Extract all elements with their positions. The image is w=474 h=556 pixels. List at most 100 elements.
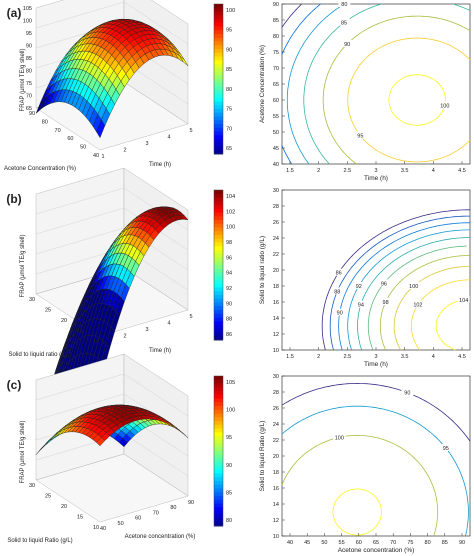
colorbar-swatch [214,41,223,46]
colorbar-swatch [214,250,223,255]
contour-level-label: 86 [336,271,342,277]
colorbar-swatch [214,30,223,35]
contour-label-bg [377,279,390,287]
colorbar-swatch [214,432,223,437]
z-axis-label: FRAP (μmol TE/g shell) [20,235,26,298]
colorbar-swatch [214,71,223,76]
colorbar-swatch [214,514,223,519]
colorbar-swatch [214,82,223,87]
y-axis-label: Time (h) [149,162,171,168]
contour-label-bg [354,131,367,139]
colorbar-tick-label: 85 [226,67,232,73]
contour-line [281,3,321,165]
contour-y-tick-label: 22 [273,438,279,444]
colorbar-swatch [214,208,223,213]
contour-line [332,488,382,536]
contour-label-bg [333,308,346,316]
colorbar-swatch [214,112,223,117]
colorbar-swatch [214,310,223,315]
grid-line [35,227,189,271]
colorbar-tick-label: 98 [226,240,232,246]
colorbar-tick-label: 94 [226,271,232,277]
colorbar-swatch [214,421,223,426]
contour-x-tick-label: 2.5 [344,168,352,174]
colorbar-tick-label: 90 [226,301,232,307]
colorbar-swatch [214,394,223,399]
colorbar-frame [213,189,224,341]
contour-x-tick-label: 1.5 [286,168,294,174]
contour-y-tick-label: 20 [273,268,279,274]
colorbar-swatch [214,413,223,418]
y-tick-label: 5 [189,128,192,134]
colorbar-swatch [214,101,223,106]
colorbar-swatch [214,75,223,80]
contour-line [329,215,470,351]
colorbar-swatch [214,518,223,523]
contour-line [338,222,471,351]
colorbar-swatch [214,37,223,42]
colorbar-swatch [214,45,223,50]
z-tick-label: 80 [26,69,32,75]
colorbar-swatch [214,56,223,61]
colorbar-tick-label: 86 [226,332,232,338]
colorbar-swatch [214,26,223,31]
colorbar-tick-label: 80 [226,87,232,93]
colorbar-swatch [214,197,223,202]
colorbar-swatch [214,328,223,333]
z-tick-label: 105 [23,6,32,12]
contour-y-tick-label: 30 [273,374,279,380]
contour-label-bg [411,300,424,308]
colorbar-swatch [214,139,223,144]
colorbar-swatch [214,201,223,206]
colorbar-swatch [214,325,223,330]
y-tick-label: 2 [123,148,126,154]
colorbar-tick-label: 96 [226,255,232,261]
colorbar-swatch [214,257,223,262]
colorbar-swatch [214,120,223,125]
contour-y-tick-label: 24 [273,236,279,242]
colorbar-swatch [214,336,223,341]
contour-level-label: 100 [335,435,344,441]
colorbar-swatch [214,511,223,516]
contour-y-tick-label: 20 [273,454,279,460]
colorbar-swatch [214,473,223,478]
z-tick-label: 85 [26,56,32,62]
contour-x-tick-label: 3 [374,168,377,174]
contour-frame [281,375,471,537]
colorbar-swatch [214,280,223,285]
x-tick-label: 30 [29,297,35,303]
contour-x-tick-label: 2 [317,168,320,174]
contour-y-tick-label: 26 [273,406,279,412]
contour-level-label: 95 [443,446,449,452]
colorbar-tick-label: 102 [226,209,235,215]
colorbar-swatch [214,97,223,102]
contour-level-label: 95 [357,134,363,140]
contour-x-tick-label: 3 [374,354,377,360]
colorbar-swatch [214,109,223,114]
colorbar-swatch [214,466,223,471]
contour-y-tick-label: 28 [273,204,279,210]
colorbar-swatch [214,7,223,12]
contour-y-tick-label: 50 [273,130,279,136]
colorbar-frame [213,3,224,155]
colorbar-swatch [214,317,223,322]
contour-plot: 90 95 100 40 45 50 55 60 65 70 75 80 85 90 30 28 26 24 22 2… [259,374,471,554]
contour-x-tick-label: 2.5 [344,354,352,360]
colorbar-swatch [214,499,223,504]
colorbar-swatch [214,116,223,121]
surface-mesh [35,18,189,139]
contour-x-tick-label: 4 [432,354,435,360]
contour-lines: 90 95 100 [281,383,471,537]
grid-line [35,207,189,251]
colorbar-swatch [214,253,223,258]
colorbar: 105 100 95 90 85 80 [213,375,235,527]
colorbar-swatch [214,402,223,407]
contour-level-label: 100 [409,284,418,290]
contour-level-label: 90 [344,42,350,48]
x-tick-label: 40 [93,153,99,159]
x-tick-label: 80 [42,119,48,125]
colorbar-tick-label: 85 [226,490,232,496]
surface-plot: 30 25 20 15 10 40 50 60 70 80 90 FRAP (μmol TE/g sh… [7,353,195,544]
contour-x-tick-label: 4 [432,168,435,174]
